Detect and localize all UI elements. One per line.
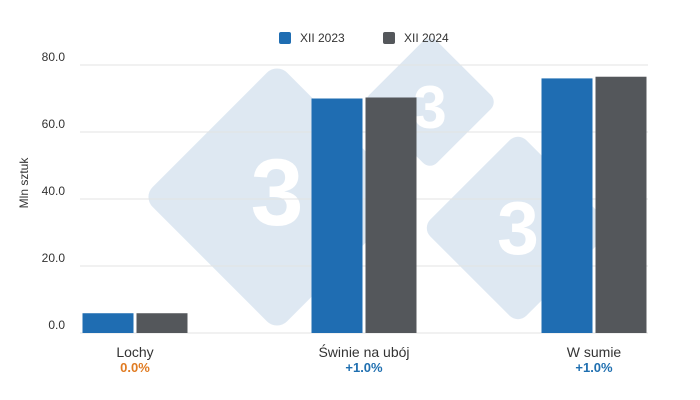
legend-label: XII 2024 bbox=[404, 31, 449, 45]
svg-text:3: 3 bbox=[497, 186, 539, 270]
y-tick-label: 60.0 bbox=[42, 117, 66, 131]
svg-text:3: 3 bbox=[251, 140, 304, 246]
y-tick-label: 0.0 bbox=[48, 318, 65, 332]
bar-xii-2024 bbox=[136, 313, 188, 333]
change-label: 0.0% bbox=[120, 360, 150, 375]
legend-swatch bbox=[383, 32, 395, 44]
svg-text:3: 3 bbox=[413, 74, 446, 141]
bar-xii-2024 bbox=[365, 97, 417, 334]
legend-swatch bbox=[279, 32, 291, 44]
y-tick-label: 80.0 bbox=[42, 50, 66, 64]
category-label: W sumie bbox=[567, 344, 622, 360]
change-label: +1.0% bbox=[575, 360, 613, 375]
change-label: +1.0% bbox=[345, 360, 383, 375]
bar-xii-2024 bbox=[595, 76, 647, 333]
y-axis-title: Mln sztuk bbox=[17, 157, 31, 209]
legend-label: XII 2023 bbox=[300, 31, 345, 45]
y-tick-label: 40.0 bbox=[42, 184, 66, 198]
bar-xii-2023 bbox=[82, 313, 134, 333]
bar-xii-2023 bbox=[541, 78, 593, 334]
category-label: Lochy bbox=[116, 344, 153, 360]
category-label: Świnie na ubój bbox=[318, 343, 409, 360]
y-tick-label: 20.0 bbox=[42, 251, 66, 265]
bar-xii-2023 bbox=[311, 98, 363, 333]
